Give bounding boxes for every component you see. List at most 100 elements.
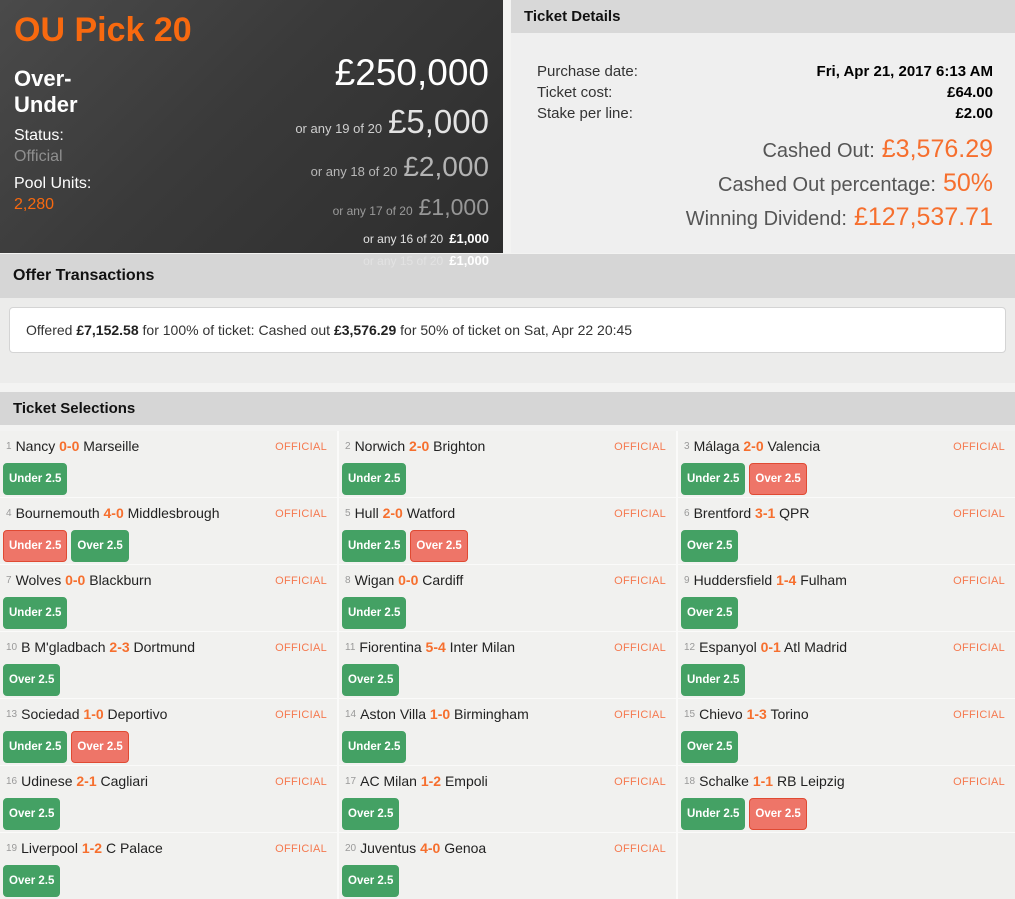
offer-text-middle: for 100% of ticket: Cashed out <box>138 322 334 338</box>
pick-chips: Over 2.5 <box>681 731 1005 763</box>
ticket-details-highlights: Cashed Out: £3,576.29 Cashed Out percentag… <box>537 134 993 236</box>
match-score: 3-1 <box>755 505 776 521</box>
away-team: Marseille <box>83 438 140 454</box>
official-status-badge: OFFICIAL <box>275 575 327 587</box>
prize-ladder: £250,000 or any 19 of 20 £5,000 or any 18 o… <box>295 52 489 272</box>
official-status-badge: OFFICIAL <box>953 709 1005 721</box>
selection-heading: 3 Málaga 2-0 Valencia <box>684 438 1005 455</box>
prize-qualifier: or any 15 of 20 <box>363 254 444 268</box>
selection-number: 14 <box>345 709 357 720</box>
pick-chips: Under 2.5 <box>3 463 327 495</box>
away-team: Atl Madrid <box>783 639 847 655</box>
official-status-badge: OFFICIAL <box>953 776 1005 788</box>
selection-heading: 14 Aston Villa 1-0 Birmingham <box>345 706 666 723</box>
selection-cell: 1 Nancy 0-0 Marseille OFFICIAL Under 2.5 <box>0 431 337 497</box>
selection-number: 17 <box>345 776 357 787</box>
prize-row: or any 19 of 20 £5,000 <box>295 102 489 148</box>
selection-cell: 11 Fiorentina 5-4 Inter Milan OFFICIAL Over… <box>339 632 676 698</box>
pick-chips: Over 2.5 <box>3 664 327 696</box>
pick-chips: Under 2.5 Over 2.5 <box>3 530 327 562</box>
selection-heading: 18 Schalke 1-1 RB Leipzig <box>684 773 1005 790</box>
selection-number: 12 <box>684 642 696 653</box>
pool-units-label: Pool Units: <box>14 175 92 192</box>
offer-text-suffix: for 50% of ticket on Sat, Apr 22 20:45 <box>396 322 633 338</box>
official-status-badge: OFFICIAL <box>275 441 327 453</box>
selection-cell: 18 Schalke 1-1 RB Leipzig OFFICIAL Under 2.… <box>678 766 1015 832</box>
selection-heading: 9 Huddersfield 1-4 Fulham <box>684 572 1005 589</box>
home-team: Udinese <box>21 773 73 789</box>
selection-cell: 9 Huddersfield 1-4 Fulham OFFICIAL Over 2.5 <box>678 565 1015 631</box>
pick-chip: Under 2.5 <box>3 731 68 763</box>
selection-cell: 5 Hull 2-0 Watford OFFICIAL Under 2.5 Over 2… <box>339 498 676 564</box>
detail-label: Ticket cost: <box>537 84 613 101</box>
selection-heading: 17 AC Milan 1-2 Empoli <box>345 773 666 790</box>
status-label: Status: <box>14 127 64 144</box>
prize-row: or any 16 of 20 £1,000 <box>295 228 489 250</box>
detail-label: Purchase date: <box>537 63 638 80</box>
home-team: Huddersfield <box>693 572 773 588</box>
prize-row: or any 17 of 20 £1,000 <box>295 191 489 228</box>
pick-chips: Under 2.5 <box>681 664 1005 696</box>
selection-cell: 7 Wolves 0-0 Blackburn OFFICIAL Under 2.5 <box>0 565 337 631</box>
offer-transactions-header: Offer Transactions <box>0 254 1015 298</box>
selection-number: 2 <box>345 441 351 452</box>
pick-chip: Under 2.5 <box>342 530 407 562</box>
pick-chip: Under 2.5 <box>3 463 68 495</box>
selection-number: 5 <box>345 508 351 519</box>
pick-chips: Under 2.5 <box>342 463 666 495</box>
highlight-row: Winning Dividend: £127,537.71 <box>537 202 993 236</box>
match-score: 4-0 <box>420 840 441 856</box>
selection-number: 16 <box>6 776 18 787</box>
official-status-badge: OFFICIAL <box>275 508 327 520</box>
match-score: 2-0 <box>382 505 403 521</box>
away-team: C Palace <box>105 840 163 856</box>
pool-info: Over-Under Status: Official Pool Units: … <box>14 66 489 214</box>
selection-heading: 7 Wolves 0-0 Blackburn <box>6 572 327 589</box>
detail-row: Stake per line: £2.00 <box>537 103 993 124</box>
selection-number: 19 <box>6 843 18 854</box>
selection-cell: 8 Wigan 0-0 Cardiff OFFICIAL Under 2.5 <box>339 565 676 631</box>
selection-number: 8 <box>345 575 351 586</box>
prize-qualifier: or any 17 of 20 <box>332 204 413 218</box>
selection-heading: 19 Liverpool 1-2 C Palace <box>6 840 327 857</box>
pick-chip: Over 2.5 <box>749 463 807 495</box>
pick-chip: Under 2.5 <box>3 597 68 629</box>
official-status-badge: OFFICIAL <box>275 843 327 855</box>
home-team: Aston Villa <box>360 706 427 722</box>
away-team: Cardiff <box>422 572 464 588</box>
pick-chip: Over 2.5 <box>3 798 61 830</box>
highlight-value: 50% <box>942 169 993 197</box>
home-team: Espanyol <box>699 639 757 655</box>
selection-number: 18 <box>684 776 696 787</box>
match-score: 0-1 <box>760 639 781 655</box>
selection-cell: 10 B M'gladbach 2-3 Dortmund OFFICIAL Over … <box>0 632 337 698</box>
home-team: B M'gladbach <box>21 639 106 655</box>
pool-summary-panel: OU Pick 20 Over-Under Status: Official P… <box>0 0 503 268</box>
selection-heading: 2 Norwich 2-0 Brighton <box>345 438 666 455</box>
away-team: Deportivo <box>107 706 168 722</box>
match-score: 1-2 <box>81 840 103 856</box>
top-section: OU Pick 20 Over-Under Status: Official P… <box>0 0 1015 268</box>
away-team: Blackburn <box>89 572 152 588</box>
pick-chips: Under 2.5 Over 2.5 <box>681 798 1005 830</box>
highlight-label: Winning Dividend: <box>685 208 847 230</box>
prize-amount: £1,000 <box>449 231 489 246</box>
official-status-badge: OFFICIAL <box>275 642 327 654</box>
highlight-value: £127,537.71 <box>853 203 993 231</box>
selection-heading: 10 B M'gladbach 2-3 Dortmund <box>6 639 327 656</box>
pick-chip: Under 2.5 <box>342 463 407 495</box>
status-value: Official <box>14 148 63 165</box>
pick-chip: Over 2.5 <box>342 664 400 696</box>
home-team: Wolves <box>15 572 62 588</box>
home-team: AC Milan <box>360 773 417 789</box>
pick-chips: Over 2.5 <box>342 664 666 696</box>
pick-chips: Over 2.5 <box>3 865 327 897</box>
prize-amount: £250,000 <box>334 52 489 93</box>
selection-number: 7 <box>6 575 12 586</box>
prize-amount: £2,000 <box>403 151 489 182</box>
away-team: Dortmund <box>133 639 195 655</box>
pick-chips: Under 2.5 Over 2.5 <box>3 731 327 763</box>
home-team: Wigan <box>354 572 395 588</box>
official-status-badge: OFFICIAL <box>953 575 1005 587</box>
prize-qualifier: or any 19 of 20 <box>295 121 383 136</box>
